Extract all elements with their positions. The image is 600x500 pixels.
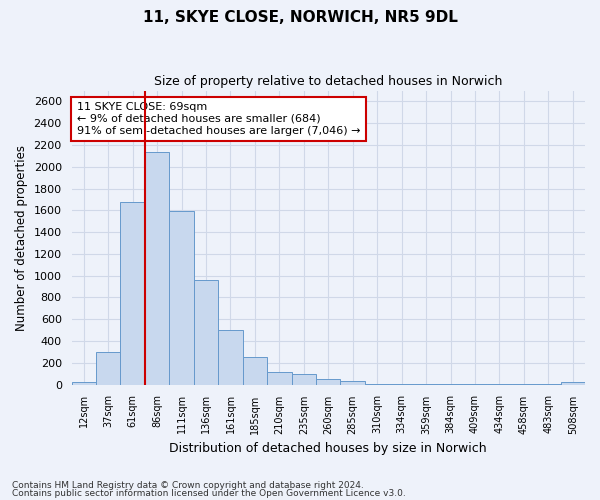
Bar bbox=[71, 382, 96, 384]
Bar bbox=[194, 280, 218, 384]
Text: 11, SKYE CLOSE, NORWICH, NR5 9DL: 11, SKYE CLOSE, NORWICH, NR5 9DL bbox=[143, 10, 457, 25]
Bar bbox=[121, 202, 145, 384]
Title: Size of property relative to detached houses in Norwich: Size of property relative to detached ho… bbox=[154, 75, 502, 88]
Bar bbox=[169, 212, 194, 384]
Bar bbox=[292, 374, 316, 384]
Text: 11 SKYE CLOSE: 69sqm
← 9% of detached houses are smaller (684)
91% of semi-detac: 11 SKYE CLOSE: 69sqm ← 9% of detached ho… bbox=[77, 102, 360, 136]
Bar bbox=[340, 382, 365, 384]
X-axis label: Distribution of detached houses by size in Norwich: Distribution of detached houses by size … bbox=[169, 442, 487, 455]
Bar bbox=[267, 372, 292, 384]
Bar bbox=[560, 382, 585, 384]
Text: Contains HM Land Registry data © Crown copyright and database right 2024.: Contains HM Land Registry data © Crown c… bbox=[12, 481, 364, 490]
Text: Contains public sector information licensed under the Open Government Licence v3: Contains public sector information licen… bbox=[12, 488, 406, 498]
Bar bbox=[145, 152, 169, 384]
Bar bbox=[96, 352, 121, 384]
Bar bbox=[242, 358, 267, 384]
Bar bbox=[218, 330, 242, 384]
Bar bbox=[316, 379, 340, 384]
Y-axis label: Number of detached properties: Number of detached properties bbox=[15, 144, 28, 330]
